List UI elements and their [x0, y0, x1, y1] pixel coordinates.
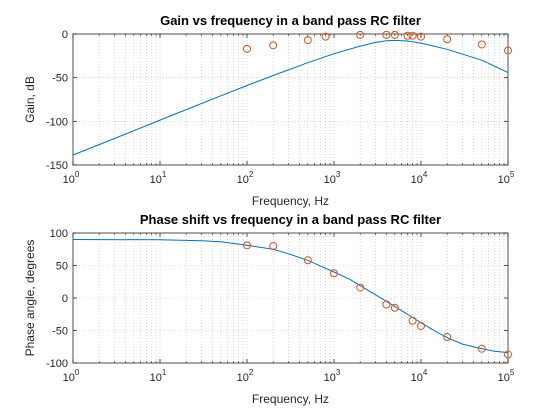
x-tick-label: 100 [63, 170, 80, 186]
data-point [321, 32, 330, 41]
chart-2: 100 101 102 103 104 105 -100 -50 0 50 100 Phase shi… [23, 212, 515, 406]
data-point [390, 30, 399, 39]
data-point [408, 316, 417, 325]
data-point [408, 31, 417, 40]
data-point [477, 344, 486, 353]
data-point [356, 283, 365, 292]
y-tick-label: -50 [52, 73, 68, 85]
chart-title: Phase shift vs frequency in a band pass … [140, 212, 441, 227]
x-tick-label: 100 [63, 368, 80, 384]
chart-title: Gain vs frequency in a band pass RC filt… [160, 13, 421, 28]
data-point [303, 36, 312, 45]
data-point [417, 32, 425, 41]
y-tick-label: 100 [50, 228, 68, 240]
data-point [269, 242, 278, 250]
x-tick-label: 102 [237, 368, 254, 384]
x-tick-label: 103 [324, 170, 341, 186]
data-point [382, 30, 391, 39]
x-tick-label: 103 [324, 368, 341, 384]
data-point [243, 241, 251, 250]
x-axis-label: Frequency, Hz [252, 194, 329, 208]
data-point [356, 30, 365, 39]
data-point [443, 35, 452, 44]
x-tick-label: 104 [411, 170, 428, 186]
y-axis-label: Gain, dB [23, 76, 37, 123]
data-point [477, 40, 486, 49]
y-tick-label: 50 [56, 261, 68, 273]
y-axis-label: Phase angle, degrees [23, 240, 37, 357]
y-tick-label: -100 [46, 358, 68, 370]
data-point [303, 256, 312, 265]
series-line [72, 39, 509, 156]
series-markers [243, 241, 512, 359]
y-tick-label: 0 [62, 293, 68, 305]
x-axis-label: Frequency, Hz [252, 392, 329, 406]
data-point [443, 333, 452, 341]
data-point [382, 300, 391, 309]
x-tick-label: 102 [237, 170, 254, 186]
data-point [330, 269, 338, 278]
x-tick-label: 105 [498, 368, 515, 384]
y-tick-label: 0 [62, 29, 68, 41]
data-point [417, 321, 425, 330]
x-tick-label: 104 [411, 368, 428, 384]
series-line [72, 239, 509, 354]
x-tick-label: 101 [150, 170, 167, 186]
x-tick-label: 105 [498, 170, 515, 186]
data-point [243, 44, 251, 53]
plot-area [73, 34, 508, 165]
y-tick-label: -150 [46, 160, 68, 172]
y-tick-label: -100 [46, 116, 68, 128]
x-tick-label: 101 [150, 368, 167, 384]
y-tick-label: -50 [52, 326, 68, 338]
data-point [269, 41, 278, 50]
axes-box [72, 33, 509, 166]
data-point [504, 46, 512, 55]
data-point [403, 31, 412, 40]
data-point [390, 303, 399, 312]
data-point [504, 350, 512, 359]
chart-1: 100 101 102 103 104 105 -150 -100 -50 0 Gain vs fr… [23, 13, 515, 208]
series-markers [243, 30, 512, 55]
